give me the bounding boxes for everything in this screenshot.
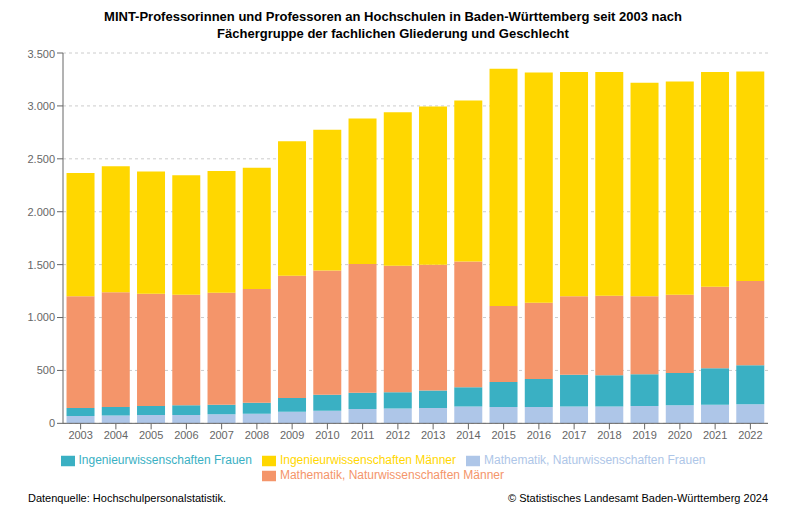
svg-text:2012: 2012 bbox=[386, 429, 410, 441]
svg-text:2022: 2022 bbox=[738, 429, 762, 441]
svg-text:2007: 2007 bbox=[209, 429, 233, 441]
svg-text:0: 0 bbox=[49, 417, 55, 429]
svg-text:3.000: 3.000 bbox=[27, 100, 55, 112]
svg-text:3.500: 3.500 bbox=[27, 48, 55, 60]
svg-text:2004: 2004 bbox=[104, 429, 128, 441]
svg-text:1.500: 1.500 bbox=[27, 259, 55, 271]
svg-text:2010: 2010 bbox=[315, 429, 339, 441]
html-text:Datenquelle: Hochschulpersonal: Datenquelle: Hochschulpersonalstatistik. bbox=[28, 492, 227, 504]
html-text:Ingenieurwissenschaften Frauen: Ingenieurwissenschaften Frauen bbox=[78, 453, 252, 468]
svg-text:500: 500 bbox=[37, 364, 55, 376]
svg-text:2020: 2020 bbox=[668, 429, 692, 441]
html-text:MINT-Professorinnen und Profes: MINT-Professorinnen und Professoren an H… bbox=[104, 9, 682, 41]
svg-text:2013: 2013 bbox=[421, 429, 445, 441]
svg-text:2016: 2016 bbox=[527, 429, 551, 441]
svg-text:2005: 2005 bbox=[139, 429, 163, 441]
html-text:Mathematik, Naturwissenschafte: Mathematik, Naturwissenschaften Frauen bbox=[484, 453, 706, 468]
svg-text:2.000: 2.000 bbox=[27, 206, 55, 218]
svg-text:2018: 2018 bbox=[597, 429, 621, 441]
svg-text:2021: 2021 bbox=[703, 429, 727, 441]
html-text:© Statistisches Landesamt Bade: © Statistisches Landesamt Baden-Württemb… bbox=[508, 492, 768, 504]
svg-text:1.000: 1.000 bbox=[27, 311, 55, 323]
svg-text:2.500: 2.500 bbox=[27, 153, 55, 165]
svg-text:2008: 2008 bbox=[245, 429, 269, 441]
svg-text:2011: 2011 bbox=[351, 429, 375, 441]
svg-text:2009: 2009 bbox=[280, 429, 304, 441]
svg-text:2003: 2003 bbox=[68, 429, 92, 441]
svg-text:2019: 2019 bbox=[632, 429, 656, 441]
svg-text:2006: 2006 bbox=[174, 429, 198, 441]
svg-text:2015: 2015 bbox=[491, 429, 515, 441]
html-text:Mathematik, Naturwissenschafte: Mathematik, Naturwissenschaften Männer bbox=[279, 468, 504, 483]
svg-text:2014: 2014 bbox=[456, 429, 480, 441]
svg-text:2017: 2017 bbox=[562, 429, 586, 441]
html-text:Ingenieurwissenschaften Männer: Ingenieurwissenschaften Männer bbox=[279, 453, 456, 468]
